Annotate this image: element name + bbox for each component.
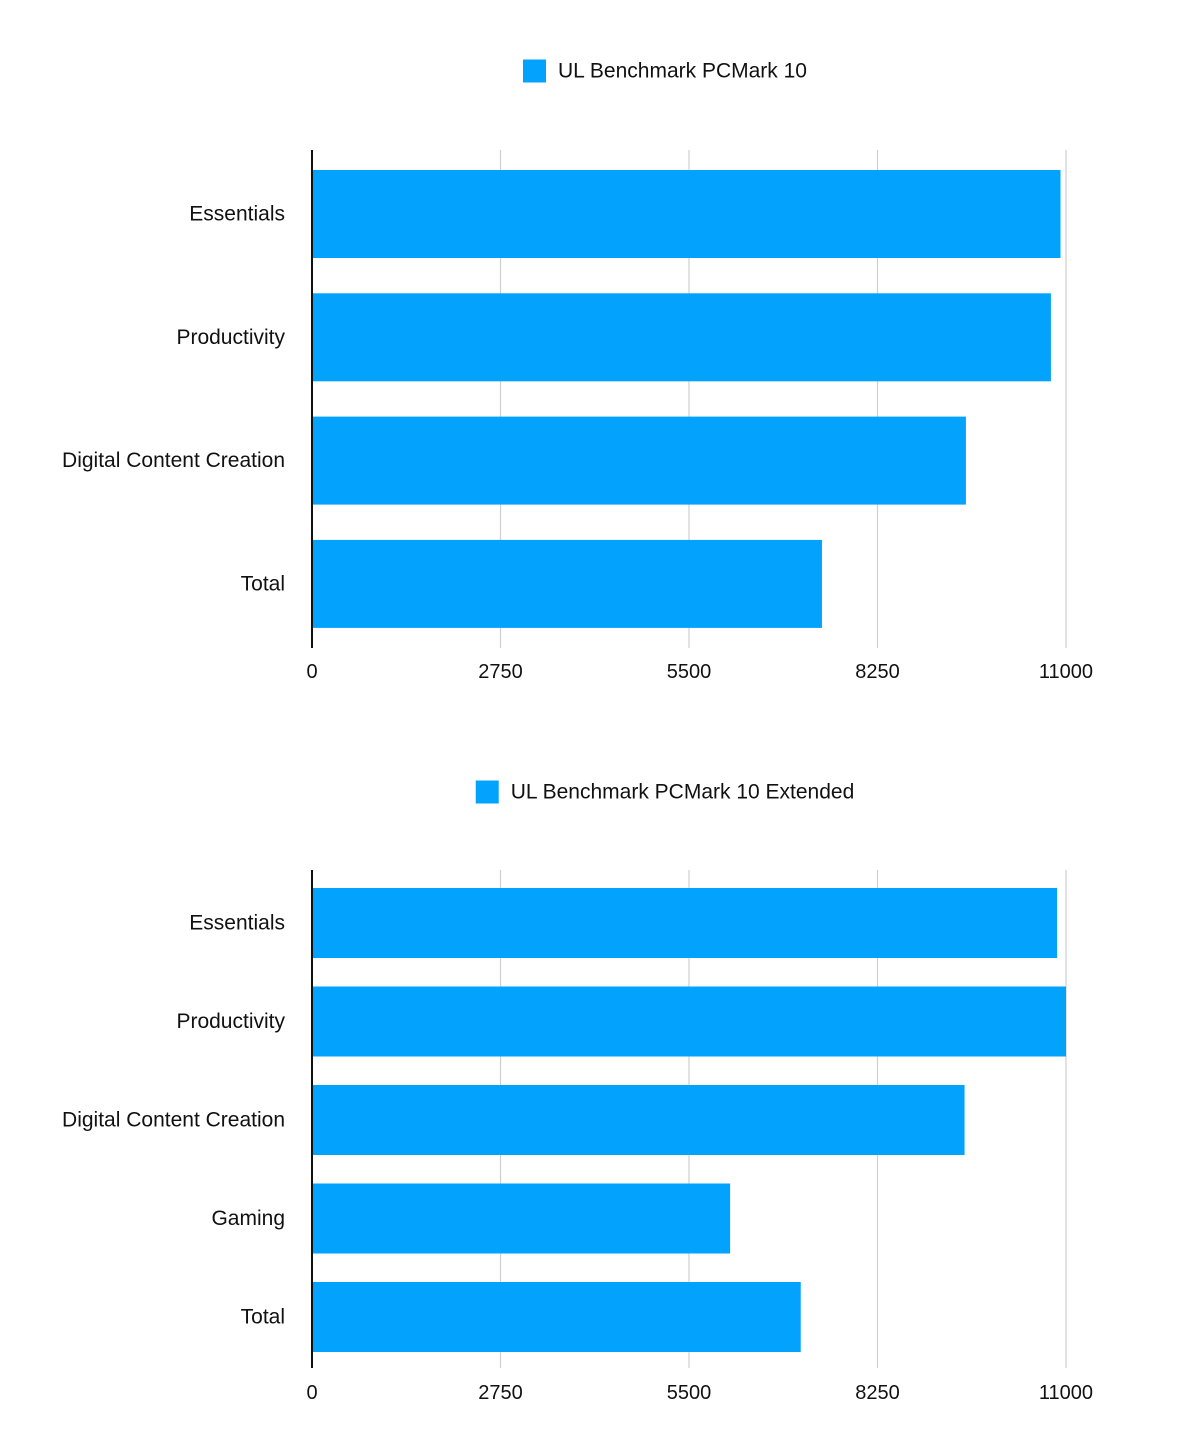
x-tick-label: 11000 bbox=[1039, 1382, 1093, 1404]
bar-essentials bbox=[312, 170, 1061, 258]
chart-svg: UL Benchmark PCMark 10 Extended Essential… bbox=[62, 780, 1093, 1404]
category-label: Essentials bbox=[189, 912, 285, 935]
bar-total bbox=[312, 1282, 801, 1352]
chart-svg: UL Benchmark PCMark 10 Essentials Producti… bbox=[62, 59, 1093, 683]
bar-essentials bbox=[312, 888, 1058, 958]
legend-swatch bbox=[523, 59, 547, 83]
x-tick-label: 0 bbox=[306, 661, 317, 683]
bar-total bbox=[312, 539, 822, 628]
bar-productivity bbox=[312, 293, 1051, 382]
legend-label: UL Benchmark PCMark 10 bbox=[558, 60, 807, 83]
x-tick-label: 8250 bbox=[855, 661, 900, 683]
legend: UL Benchmark PCMark 10 bbox=[523, 59, 807, 83]
category-label: Digital Content Creation bbox=[62, 449, 285, 472]
x-tick-label: 2750 bbox=[478, 1382, 523, 1404]
x-tick-label: 2750 bbox=[478, 661, 523, 683]
category-label: Total bbox=[241, 572, 285, 595]
category-label: Essentials bbox=[189, 203, 285, 226]
legend: UL Benchmark PCMark 10 Extended bbox=[475, 780, 855, 804]
category-label: Productivity bbox=[176, 326, 285, 349]
x-tick-label: 0 bbox=[306, 1382, 317, 1404]
x-tick-label: 5500 bbox=[667, 1382, 712, 1404]
legend-label: UL Benchmark PCMark 10 Extended bbox=[511, 781, 855, 804]
chart-pcmark10: UL Benchmark PCMark 10 Essentials Producti… bbox=[0, 0, 1200, 720]
x-tick-label: 5500 bbox=[667, 661, 712, 683]
x-tick-label: 8250 bbox=[855, 1382, 900, 1404]
bar-digital-content-creation bbox=[312, 1085, 965, 1155]
category-label: Productivity bbox=[176, 1010, 285, 1033]
bar-digital-content-creation bbox=[312, 416, 966, 505]
x-tick-label: 11000 bbox=[1039, 661, 1093, 683]
category-label: Gaming bbox=[211, 1207, 285, 1230]
chart-pcmark10-extended: UL Benchmark PCMark 10 Extended Essential… bbox=[0, 720, 1200, 1442]
category-label: Total bbox=[241, 1306, 285, 1329]
legend-swatch bbox=[475, 780, 499, 804]
bar-gaming bbox=[312, 1183, 731, 1254]
category-label: Digital Content Creation bbox=[62, 1109, 285, 1132]
bar-productivity bbox=[312, 986, 1066, 1057]
